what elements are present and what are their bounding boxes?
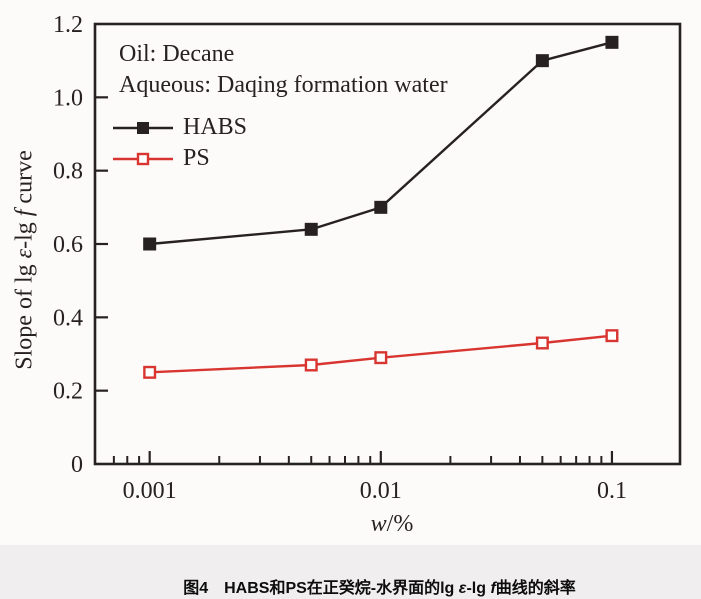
ps-open-square-marker-icon <box>113 152 173 165</box>
epsilon-symbol: ε <box>11 248 38 259</box>
y-tick-label: 0.6 <box>53 232 83 258</box>
habs-filled-square-marker-icon <box>113 121 173 134</box>
y-tick-label: 0.4 <box>53 305 83 331</box>
y-axis-title-text: Slope of lg <box>11 258 38 370</box>
y-tick-label: 0 <box>71 452 83 478</box>
x-axis-title: w/% <box>370 511 414 537</box>
y-tick-label: 1.0 <box>53 85 83 111</box>
legend-label-ps: PS <box>183 145 210 171</box>
f-symbol: f <box>490 580 496 597</box>
legend-item-ps: PS <box>112 143 247 174</box>
habs-data-marker <box>535 54 549 68</box>
annotation-oil: Oil: Decane <box>119 41 235 67</box>
ps-data-marker <box>304 358 318 372</box>
chart-area: 0 0.2 0.4 0.6 0.8 1.0 1.2 0.001 0.01 0.1 Slope of… <box>11 12 682 537</box>
y-axis-title: Slope of lg ε-lg f curve <box>11 150 38 370</box>
x-tick-label: 0.001 <box>123 478 177 504</box>
habs-data-marker <box>374 200 388 214</box>
annotation-aqueous: Aqueous: Daqing formation water <box>119 72 448 98</box>
y-tick-label: 1.2 <box>53 12 83 38</box>
habs-data-marker <box>143 237 157 251</box>
y-tick-label: 0.8 <box>53 159 83 185</box>
legend-label-habs: HABS <box>183 114 248 140</box>
figure-caption: 图4 HABS和PS在正癸烷-水界面的lg ε-lg f曲线的斜率 <box>183 580 576 597</box>
y-tick-label: 0.2 <box>53 379 83 405</box>
f-symbol: f <box>11 209 38 217</box>
ps-data-marker <box>605 329 619 343</box>
ps-data-marker <box>143 365 157 379</box>
x-tick-label: 0.1 <box>597 478 627 504</box>
caption-bar: 图4 HABS和PS在正癸烷-水界面的lg ε-lg f曲线的斜率 上海谓者 <box>0 545 701 599</box>
legend: HABS PS <box>112 112 247 174</box>
x-tick-label: 0.01 <box>360 478 402 504</box>
habs-data-marker <box>304 222 318 236</box>
habs-data-marker <box>605 35 619 49</box>
chart-canvas: 0 0.2 0.4 0.6 0.8 1.0 1.2 0.001 0.01 0.1 <box>53 12 682 504</box>
ps-data-marker <box>374 351 388 365</box>
w-symbol: w <box>370 511 387 537</box>
epsilon-symbol: ε <box>458 580 467 597</box>
legend-item-habs: HABS <box>112 112 247 143</box>
ps-data-marker <box>535 336 549 350</box>
